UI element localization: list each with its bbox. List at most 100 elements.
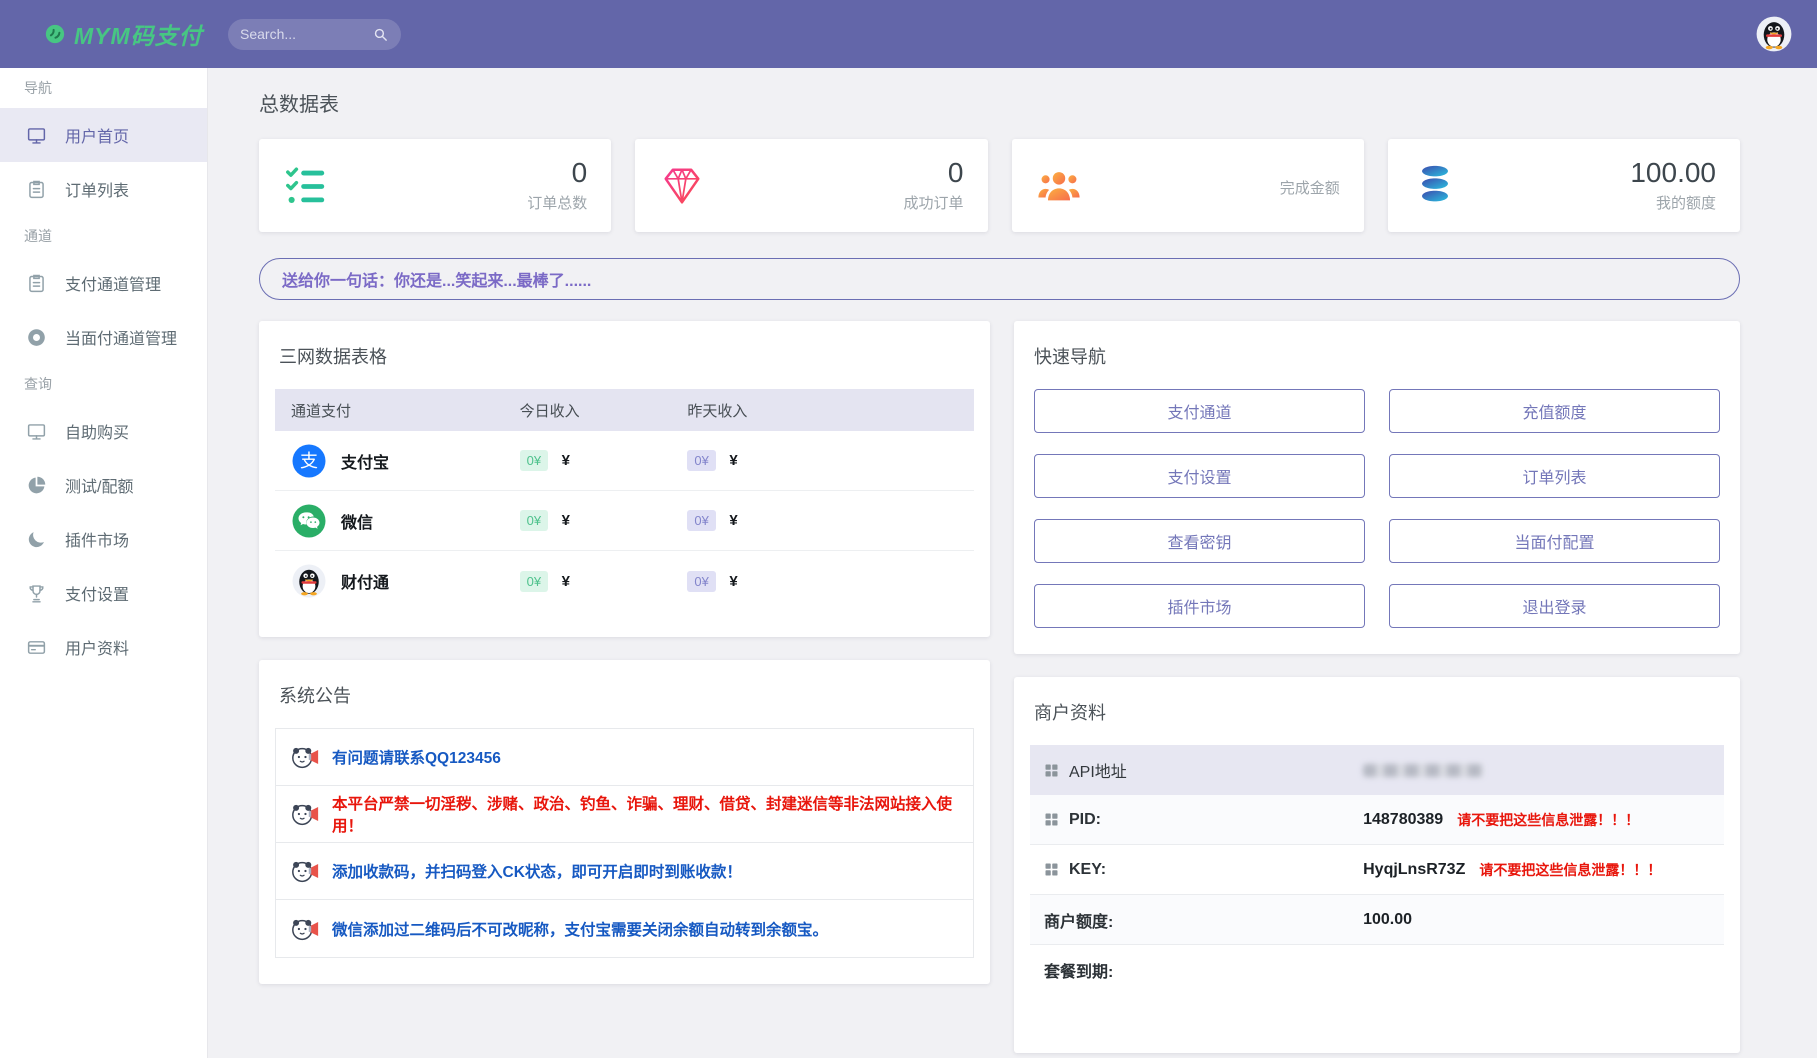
announcement-item[interactable]: 本平台严禁一切淫秽、涉赌、政治、钓鱼、诈骗、理财、借贷、封建迷信等非法网站接入使… bbox=[276, 786, 973, 843]
channel-table-card: 三网数据表格 通道支付 今日收入 昨天收入 支 支付宝 0¥ ¥ bbox=[259, 321, 990, 637]
column-header-today: 今日收入 bbox=[520, 400, 688, 421]
merchant-row-value: HyqjLnsR73Z bbox=[1363, 861, 1465, 879]
channel-name: 财付通 bbox=[341, 569, 389, 593]
quicknav-button-plugin-market[interactable]: 插件市场 bbox=[1034, 584, 1365, 628]
sidebar: 导航 用户首页 订单列表 通道 支付通道管理 当面付通道管理 查询 自助购买 测… bbox=[0, 68, 207, 1058]
user-avatar[interactable] bbox=[1755, 15, 1793, 53]
quote-banner: 送给你一句话：你还是...笑起来...最棒了...... bbox=[259, 258, 1740, 300]
announcement-item[interactable]: 微信添加过二维码后不可改昵称，支付宝需要关闭余额自动转到余额宝。 bbox=[276, 900, 973, 957]
stat-label: 完成金额 bbox=[1280, 177, 1340, 198]
stat-label: 成功订单 bbox=[903, 192, 963, 213]
sidebar-item-order-list[interactable]: 订单列表 bbox=[0, 162, 207, 216]
app-logo[interactable]: MYM码支付 bbox=[0, 17, 207, 51]
sidebar-item-label: 支付通道管理 bbox=[65, 271, 161, 295]
top-bar: MYM码支付 bbox=[0, 0, 1817, 68]
wechat-icon bbox=[291, 503, 327, 539]
stat-card-row: 0 订单总数 0 成功订单 完成金额 100.00 我的额度 bbox=[259, 139, 1740, 232]
announcement-item[interactable]: 有问题请联系QQ123456 bbox=[276, 729, 973, 786]
content-columns: 三网数据表格 通道支付 今日收入 昨天收入 支 支付宝 0¥ ¥ bbox=[259, 321, 1740, 1053]
quick-nav-grid: 支付通道充值额度支付设置订单列表查看密钥当面付配置插件市场退出登录 bbox=[1030, 389, 1724, 628]
announcement-item[interactable]: 添加收款码，并扫码登入CK状态，即可开启即时到账收款！ bbox=[276, 843, 973, 900]
merchant-row-value: 148780389 bbox=[1363, 811, 1443, 829]
sidebar-item-label: 自助购买 bbox=[65, 419, 129, 443]
leak-warning: 请不要把这些信息泄露！！！ bbox=[1479, 860, 1661, 880]
sidebar-item-self-service-buy[interactable]: 自助购买 bbox=[0, 404, 207, 458]
merchant-row: PID: 148780389 请不要把这些信息泄露！！！ bbox=[1030, 795, 1724, 845]
quicknav-button-recharge-quota[interactable]: 充值额度 bbox=[1389, 389, 1720, 433]
channel-table-header: 通道支付 今日收入 昨天收入 bbox=[275, 389, 974, 431]
diamond-icon bbox=[659, 163, 705, 209]
monitor-icon bbox=[26, 125, 47, 146]
column-header-yesterday: 昨天收入 bbox=[687, 400, 974, 421]
right-column: 快速导航 支付通道充值额度支付设置订单列表查看密钥当面付配置插件市场退出登录 商… bbox=[1014, 321, 1740, 1053]
merchant-row: 商户额度: 100.00 bbox=[1030, 895, 1724, 945]
yesterday-income-badge: 0¥ bbox=[687, 450, 715, 471]
sidebar-item-user-profile[interactable]: 用户资料 bbox=[0, 620, 207, 674]
yuan-symbol: ¥ bbox=[729, 512, 737, 529]
app-root: MYM码支付 导航 用户首页 订单列表 通道 支付通道管理 当面付通道管理 bbox=[0, 0, 1817, 1058]
announcer-mascot-icon bbox=[290, 799, 320, 829]
merchant-row-label: API地址 bbox=[1069, 758, 1127, 782]
merchant-row-label: PID: bbox=[1069, 811, 1101, 829]
search-icon[interactable] bbox=[372, 26, 389, 43]
channel-table-body: 支 支付宝 0¥ ¥ 0¥ ¥ 微信 0¥ ¥ 0¥ ¥ bbox=[275, 431, 974, 611]
merchant-row-label: 套餐到期: bbox=[1044, 958, 1113, 982]
merchant-row-label: 商户额度: bbox=[1044, 908, 1113, 932]
merchant-info-list: API地址 PID: 148780389 请不要把这些信息泄露！！！ KEY: bbox=[1030, 745, 1724, 995]
channel-row-tenpay: 财付通 0¥ ¥ 0¥ ¥ bbox=[275, 551, 974, 611]
announcer-mascot-icon bbox=[290, 742, 320, 772]
announcement-text: 本平台严禁一切淫秽、涉赌、政治、钓鱼、诈骗、理财、借贷、封建迷信等非法网站接入使… bbox=[332, 792, 959, 836]
qq-penguin-icon bbox=[291, 563, 327, 599]
sidebar-item-home[interactable]: 用户首页 bbox=[0, 108, 207, 162]
sidebar-section: 导航 用户首页 订单列表 bbox=[0, 68, 207, 216]
announcer-mascot-icon bbox=[290, 856, 320, 886]
yesterday-income-badge: 0¥ bbox=[687, 571, 715, 592]
quicknav-button-f2f-config[interactable]: 当面付配置 bbox=[1389, 519, 1720, 563]
quicknav-button-logout[interactable]: 退出登录 bbox=[1389, 584, 1720, 628]
stat-label: 订单总数 bbox=[527, 192, 587, 213]
grid-icon bbox=[1044, 763, 1059, 778]
channel-table-title: 三网数据表格 bbox=[279, 343, 974, 369]
crescent-icon bbox=[26, 529, 47, 550]
svg-text:支: 支 bbox=[300, 451, 318, 471]
main-content: 总数据表 0 订单总数 0 成功订单 完成金额 100.00 我的额度 bbox=[207, 68, 1817, 1058]
stat-card-completed-amount: 完成金额 bbox=[1012, 139, 1364, 232]
sidebar-item-test-quota[interactable]: 测试/配额 bbox=[0, 458, 207, 512]
sidebar-item-label: 测试/配额 bbox=[65, 473, 133, 497]
search-input[interactable] bbox=[240, 26, 366, 42]
left-column: 三网数据表格 通道支付 今日收入 昨天收入 支 支付宝 0¥ ¥ bbox=[259, 321, 990, 984]
sidebar-item-label: 插件市场 bbox=[65, 527, 129, 551]
quicknav-button-view-secret-key[interactable]: 查看密钥 bbox=[1034, 519, 1365, 563]
merchant-row: 套餐到期: bbox=[1030, 945, 1724, 995]
yuan-symbol: ¥ bbox=[729, 452, 737, 469]
quicknav-button-pay-channel[interactable]: 支付通道 bbox=[1034, 389, 1365, 433]
channel-name: 支付宝 bbox=[341, 449, 389, 473]
sidebar-item-pay-settings[interactable]: 支付设置 bbox=[0, 566, 207, 620]
trophy-icon bbox=[26, 583, 47, 604]
monitor-icon bbox=[26, 421, 47, 442]
database-icon bbox=[1412, 163, 1458, 209]
today-income-badge: 0¥ bbox=[520, 510, 548, 531]
bankcard-icon bbox=[26, 637, 47, 658]
qq-penguin-icon bbox=[1755, 15, 1793, 53]
yuan-symbol: ¥ bbox=[729, 573, 737, 590]
logo-text: MYM码支付 bbox=[74, 17, 203, 51]
sidebar-item-label: 用户资料 bbox=[65, 635, 129, 659]
yesterday-income-badge: 0¥ bbox=[687, 510, 715, 531]
stat-card-success-orders: 0 成功订单 bbox=[635, 139, 987, 232]
channel-name: 微信 bbox=[341, 509, 373, 533]
announcements-card: 系统公告 有问题请联系QQ123456 本平台严禁一切淫秽、涉赌、政治、钓鱼、诈… bbox=[259, 660, 990, 984]
sidebar-item-pay-channel-manage[interactable]: 支付通道管理 bbox=[0, 256, 207, 310]
sidebar-item-plugin-market[interactable]: 插件市场 bbox=[0, 512, 207, 566]
grid-icon bbox=[1044, 812, 1059, 827]
clipboard-icon bbox=[26, 179, 47, 200]
yuan-symbol: ¥ bbox=[562, 573, 570, 590]
merchant-title: 商户资料 bbox=[1034, 699, 1724, 725]
quicknav-button-order-list[interactable]: 订单列表 bbox=[1389, 454, 1720, 498]
quick-nav-card: 快速导航 支付通道充值额度支付设置订单列表查看密钥当面付配置插件市场退出登录 bbox=[1014, 321, 1740, 654]
clipboard-icon bbox=[26, 273, 47, 294]
quicknav-button-pay-settings[interactable]: 支付设置 bbox=[1034, 454, 1365, 498]
stat-value: 0 bbox=[572, 158, 588, 189]
stat-value: 100.00 bbox=[1630, 158, 1716, 189]
sidebar-item-f2f-channel-manage[interactable]: 当面付通道管理 bbox=[0, 310, 207, 364]
